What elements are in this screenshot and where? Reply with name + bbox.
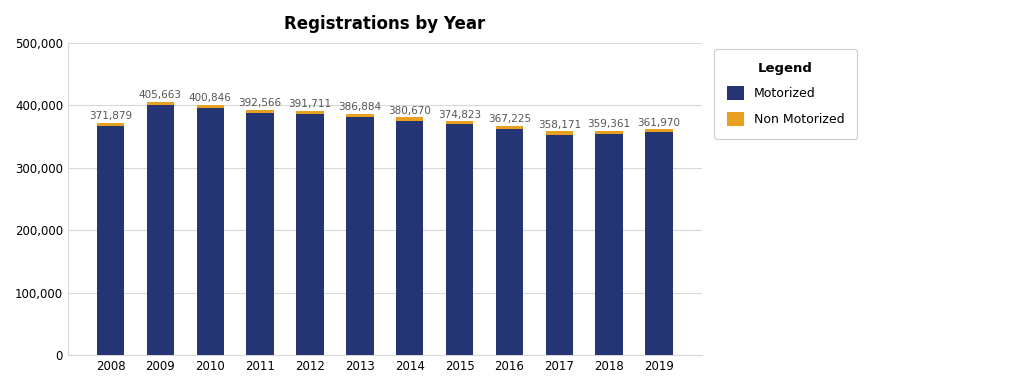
Bar: [346, 117, 373, 355]
Bar: [346, 114, 373, 117]
Text: 400,846: 400,846: [189, 93, 232, 103]
Bar: [645, 132, 672, 355]
Bar: [446, 124, 473, 355]
Bar: [196, 105, 224, 108]
Bar: [296, 111, 324, 114]
Text: 405,663: 405,663: [139, 90, 182, 100]
Bar: [97, 126, 125, 355]
Text: 359,361: 359,361: [588, 119, 631, 129]
Bar: [246, 110, 274, 113]
Bar: [396, 121, 423, 355]
Text: 361,970: 361,970: [638, 118, 681, 128]
Bar: [596, 131, 622, 134]
Text: 367,225: 367,225: [487, 114, 531, 124]
Legend: Motorized, Non Motorized: Motorized, Non Motorized: [714, 49, 857, 139]
Bar: [645, 129, 672, 132]
Bar: [196, 108, 224, 355]
Text: 380,670: 380,670: [388, 106, 431, 116]
Bar: [396, 118, 423, 121]
Bar: [546, 132, 573, 135]
Bar: [496, 126, 523, 129]
Bar: [146, 105, 174, 355]
Bar: [496, 129, 523, 355]
Bar: [596, 134, 622, 355]
Text: 374,823: 374,823: [438, 109, 481, 120]
Bar: [296, 114, 324, 355]
Text: 391,711: 391,711: [288, 99, 331, 109]
Bar: [246, 113, 274, 355]
Text: 371,879: 371,879: [89, 111, 132, 121]
Bar: [97, 123, 125, 126]
Bar: [546, 135, 573, 355]
Bar: [146, 102, 174, 105]
Text: 386,884: 386,884: [338, 102, 381, 112]
Title: Registrations by Year: Registrations by Year: [284, 15, 485, 33]
Text: 358,171: 358,171: [538, 120, 580, 130]
Text: 392,566: 392,566: [238, 99, 282, 108]
Bar: [446, 121, 473, 124]
